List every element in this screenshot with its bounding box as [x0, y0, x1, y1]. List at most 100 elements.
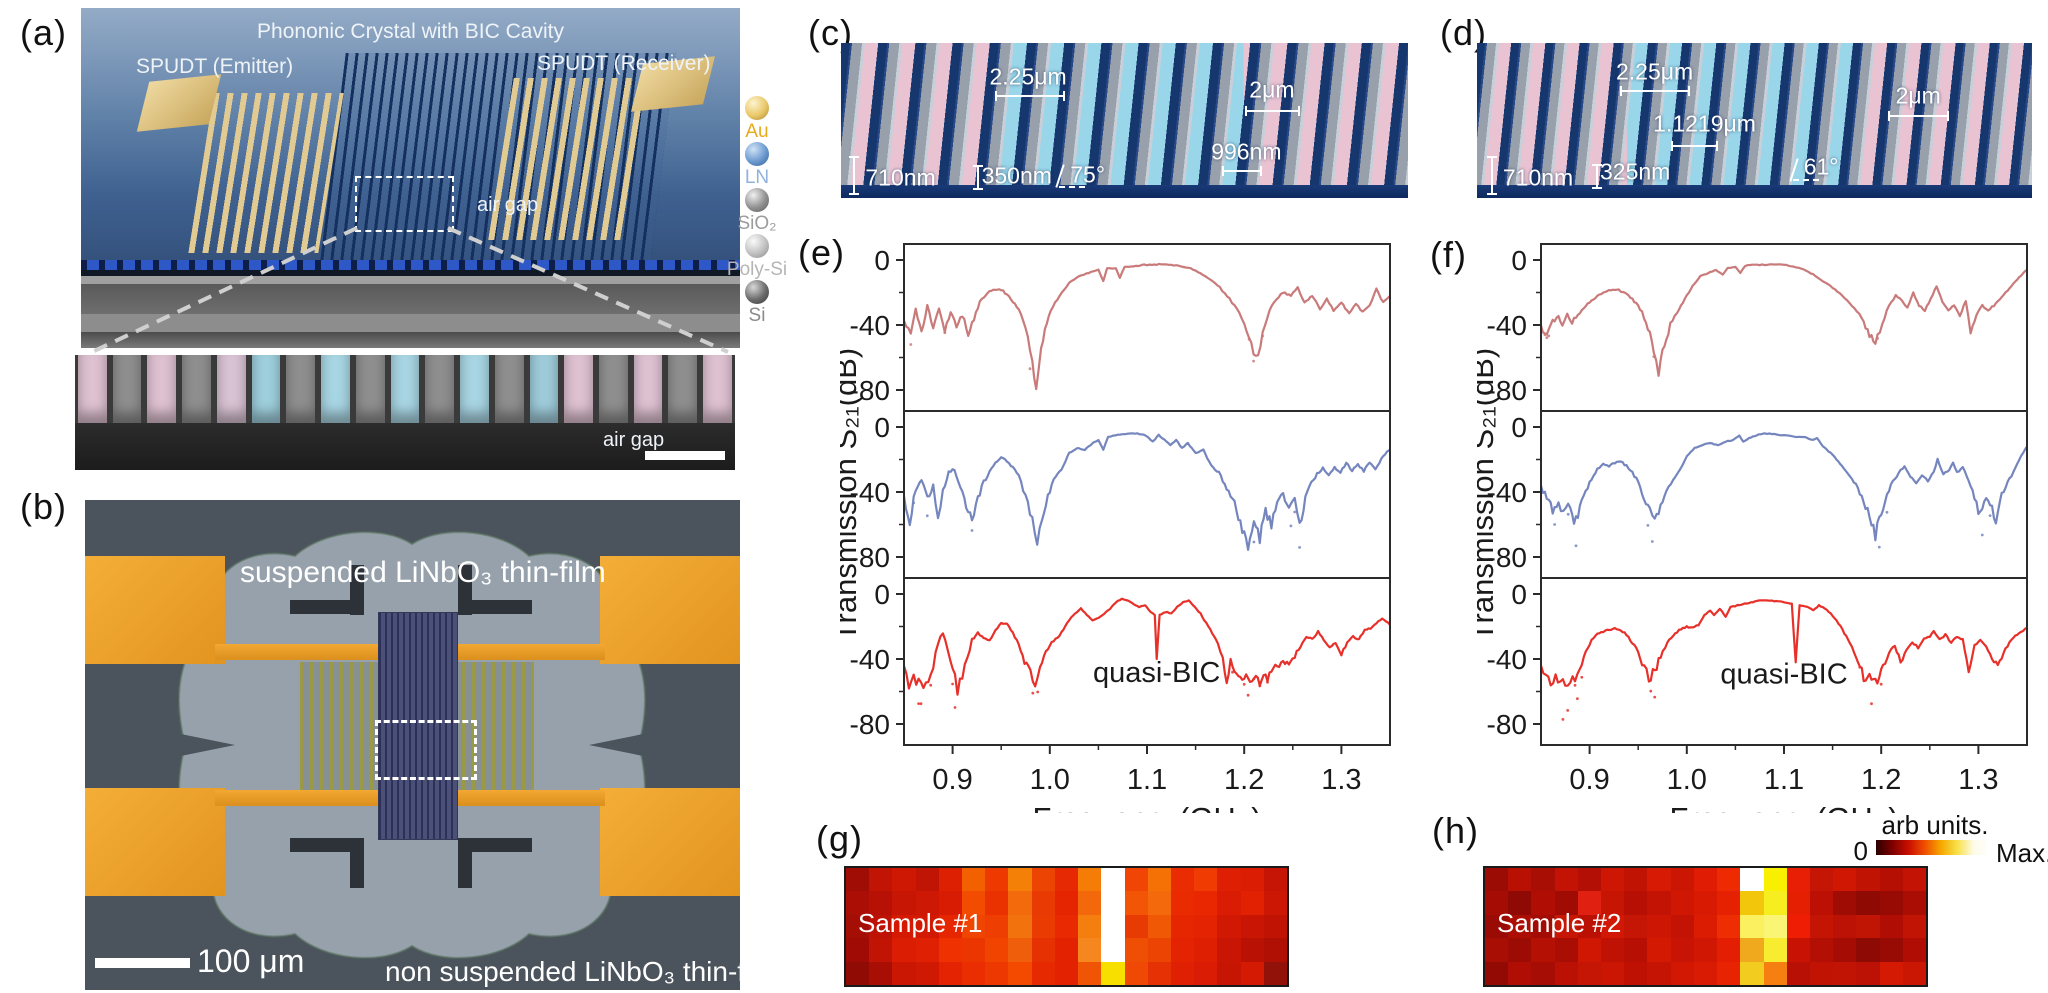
heatmap-cell	[1879, 868, 1903, 892]
heatmap-cell	[1194, 938, 1218, 962]
heatmap-cell	[1809, 868, 1834, 892]
heatmap-cell	[985, 891, 1009, 915]
scale-label: 100 μm	[197, 943, 305, 979]
heatmap-cell	[1008, 891, 1032, 915]
heatmap-cell	[1740, 961, 1764, 985]
panel-label-b: (b)	[20, 486, 67, 527]
heatmap-cell	[869, 961, 893, 985]
heatmap-cell	[1194, 891, 1218, 915]
sem-pillars	[75, 355, 735, 423]
heatmap-cell	[1740, 938, 1764, 962]
alignment-bracket	[458, 838, 532, 852]
heatmap-cell	[985, 938, 1009, 962]
heatmap-cell	[938, 961, 963, 985]
sem-pillar	[286, 355, 316, 423]
measure-arrow	[1222, 166, 1263, 177]
idt-right	[452, 662, 534, 790]
zoom-region-box	[355, 176, 454, 232]
heatmap-cell	[1717, 868, 1741, 892]
phononic-crystal-block	[378, 612, 458, 840]
material-legend: Au LN SiO₂ Poly-Si Si	[712, 96, 802, 326]
svg-text:Frequency(GHz): Frequency(GHz)	[1032, 801, 1261, 813]
heatmap-cell	[1717, 914, 1741, 939]
heatmap-cell	[1078, 868, 1102, 892]
heatmap-cell	[1263, 938, 1287, 962]
measure-arrow	[1592, 163, 1603, 189]
svg-text:1.3: 1.3	[1958, 764, 1998, 796]
electrode-pad	[85, 556, 225, 664]
svg-text:Transmission S₂₁(dB): Transmission S₂₁(dB)	[1477, 348, 1500, 642]
sio2-layer	[81, 276, 740, 284]
sem-pillar	[633, 355, 663, 423]
heatmap-cell	[1624, 938, 1648, 962]
heatmap-cell	[1879, 938, 1903, 962]
svg-text:Frequency(GHz): Frequency(GHz)	[1669, 801, 1898, 813]
svg-text:0.9: 0.9	[932, 764, 972, 796]
heatmap-cell	[915, 891, 939, 915]
heatmap-cell	[1577, 891, 1602, 915]
heatmap-cell	[892, 891, 916, 915]
colorbar-max-label: Max.	[1996, 838, 2048, 868]
heatmap-cell	[1670, 891, 1694, 915]
measure-arrow	[1245, 105, 1301, 116]
panel-label-h: (h)	[1432, 810, 1479, 851]
heatmap-cell	[1263, 961, 1287, 985]
heatmap-cell	[1078, 914, 1102, 939]
heatmap-cell	[1554, 938, 1578, 962]
svg-text:quasi-BIC: quasi-BIC	[1093, 657, 1220, 689]
heatmap-cell	[1902, 891, 1926, 915]
heatmap-cell	[1717, 938, 1741, 962]
heatmap-cell	[1217, 961, 1241, 985]
air-gap-line	[81, 270, 740, 276]
heatmap-cell	[1101, 891, 1125, 915]
heatmap-cell	[846, 914, 870, 939]
heatmap-cell	[1577, 938, 1602, 962]
heatmap-cell	[1147, 938, 1171, 962]
legend-label: SiO₂	[737, 213, 777, 234]
legend-label: LN	[744, 167, 770, 188]
dimension-label: 325nm	[1600, 158, 1671, 185]
heatmap-cell	[1194, 914, 1218, 939]
dimension-label: 2μm	[1249, 76, 1295, 102]
dimension-label: 2.25μm	[1616, 58, 1694, 85]
heatmap-cell	[1856, 938, 1880, 962]
heatmap-cell	[846, 938, 870, 962]
svg-text:1.0: 1.0	[1667, 764, 1707, 796]
sem-pillar	[182, 355, 211, 423]
heatmap-cell	[892, 938, 916, 962]
heatmap-cell	[1054, 961, 1079, 985]
svg-text:-40: -40	[850, 310, 890, 341]
heatmap-cell	[1647, 961, 1671, 985]
heatmap-cell	[1101, 914, 1125, 939]
heatmap-cell	[1763, 961, 1787, 985]
sio₂-sphere-icon	[745, 188, 769, 212]
heatmap-cell	[1763, 891, 1787, 915]
heatmap-cell	[1902, 961, 1926, 985]
heatmap-cell	[1809, 938, 1834, 962]
receiver-label: SPUDT (Receiver)	[537, 52, 711, 75]
svg-text:0.9: 0.9	[1569, 764, 1609, 796]
heatmap-cell	[1240, 961, 1264, 985]
legend-label: Si	[748, 305, 766, 326]
heatmap-cell	[1124, 891, 1148, 915]
measure-arrow	[1620, 85, 1691, 96]
idt-left	[300, 662, 382, 790]
heatmap-cell	[1786, 938, 1810, 962]
sem-pillar	[355, 355, 385, 423]
svg-text:1.1: 1.1	[1127, 764, 1167, 796]
heatmap-cell	[1217, 891, 1241, 915]
heatmap-cell	[1008, 961, 1032, 985]
heatmap-cell	[1740, 868, 1764, 892]
heatmap-cell	[1717, 891, 1741, 915]
measure-arrow	[1887, 111, 1949, 122]
sem-pillar	[668, 355, 698, 423]
heatmap-cell	[1147, 891, 1171, 915]
heatmap-cell	[1577, 914, 1602, 939]
heatmap-cell	[1054, 891, 1079, 915]
heatmap-cell	[1902, 914, 1926, 939]
heatmap-cell	[1856, 914, 1880, 939]
non-suspended-film-label: non suspended LiNbO₃ thin-film	[385, 956, 740, 987]
svg-text:0: 0	[1511, 579, 1527, 610]
heatmap-cell	[1554, 914, 1578, 939]
heatmap-cell	[1809, 891, 1834, 915]
